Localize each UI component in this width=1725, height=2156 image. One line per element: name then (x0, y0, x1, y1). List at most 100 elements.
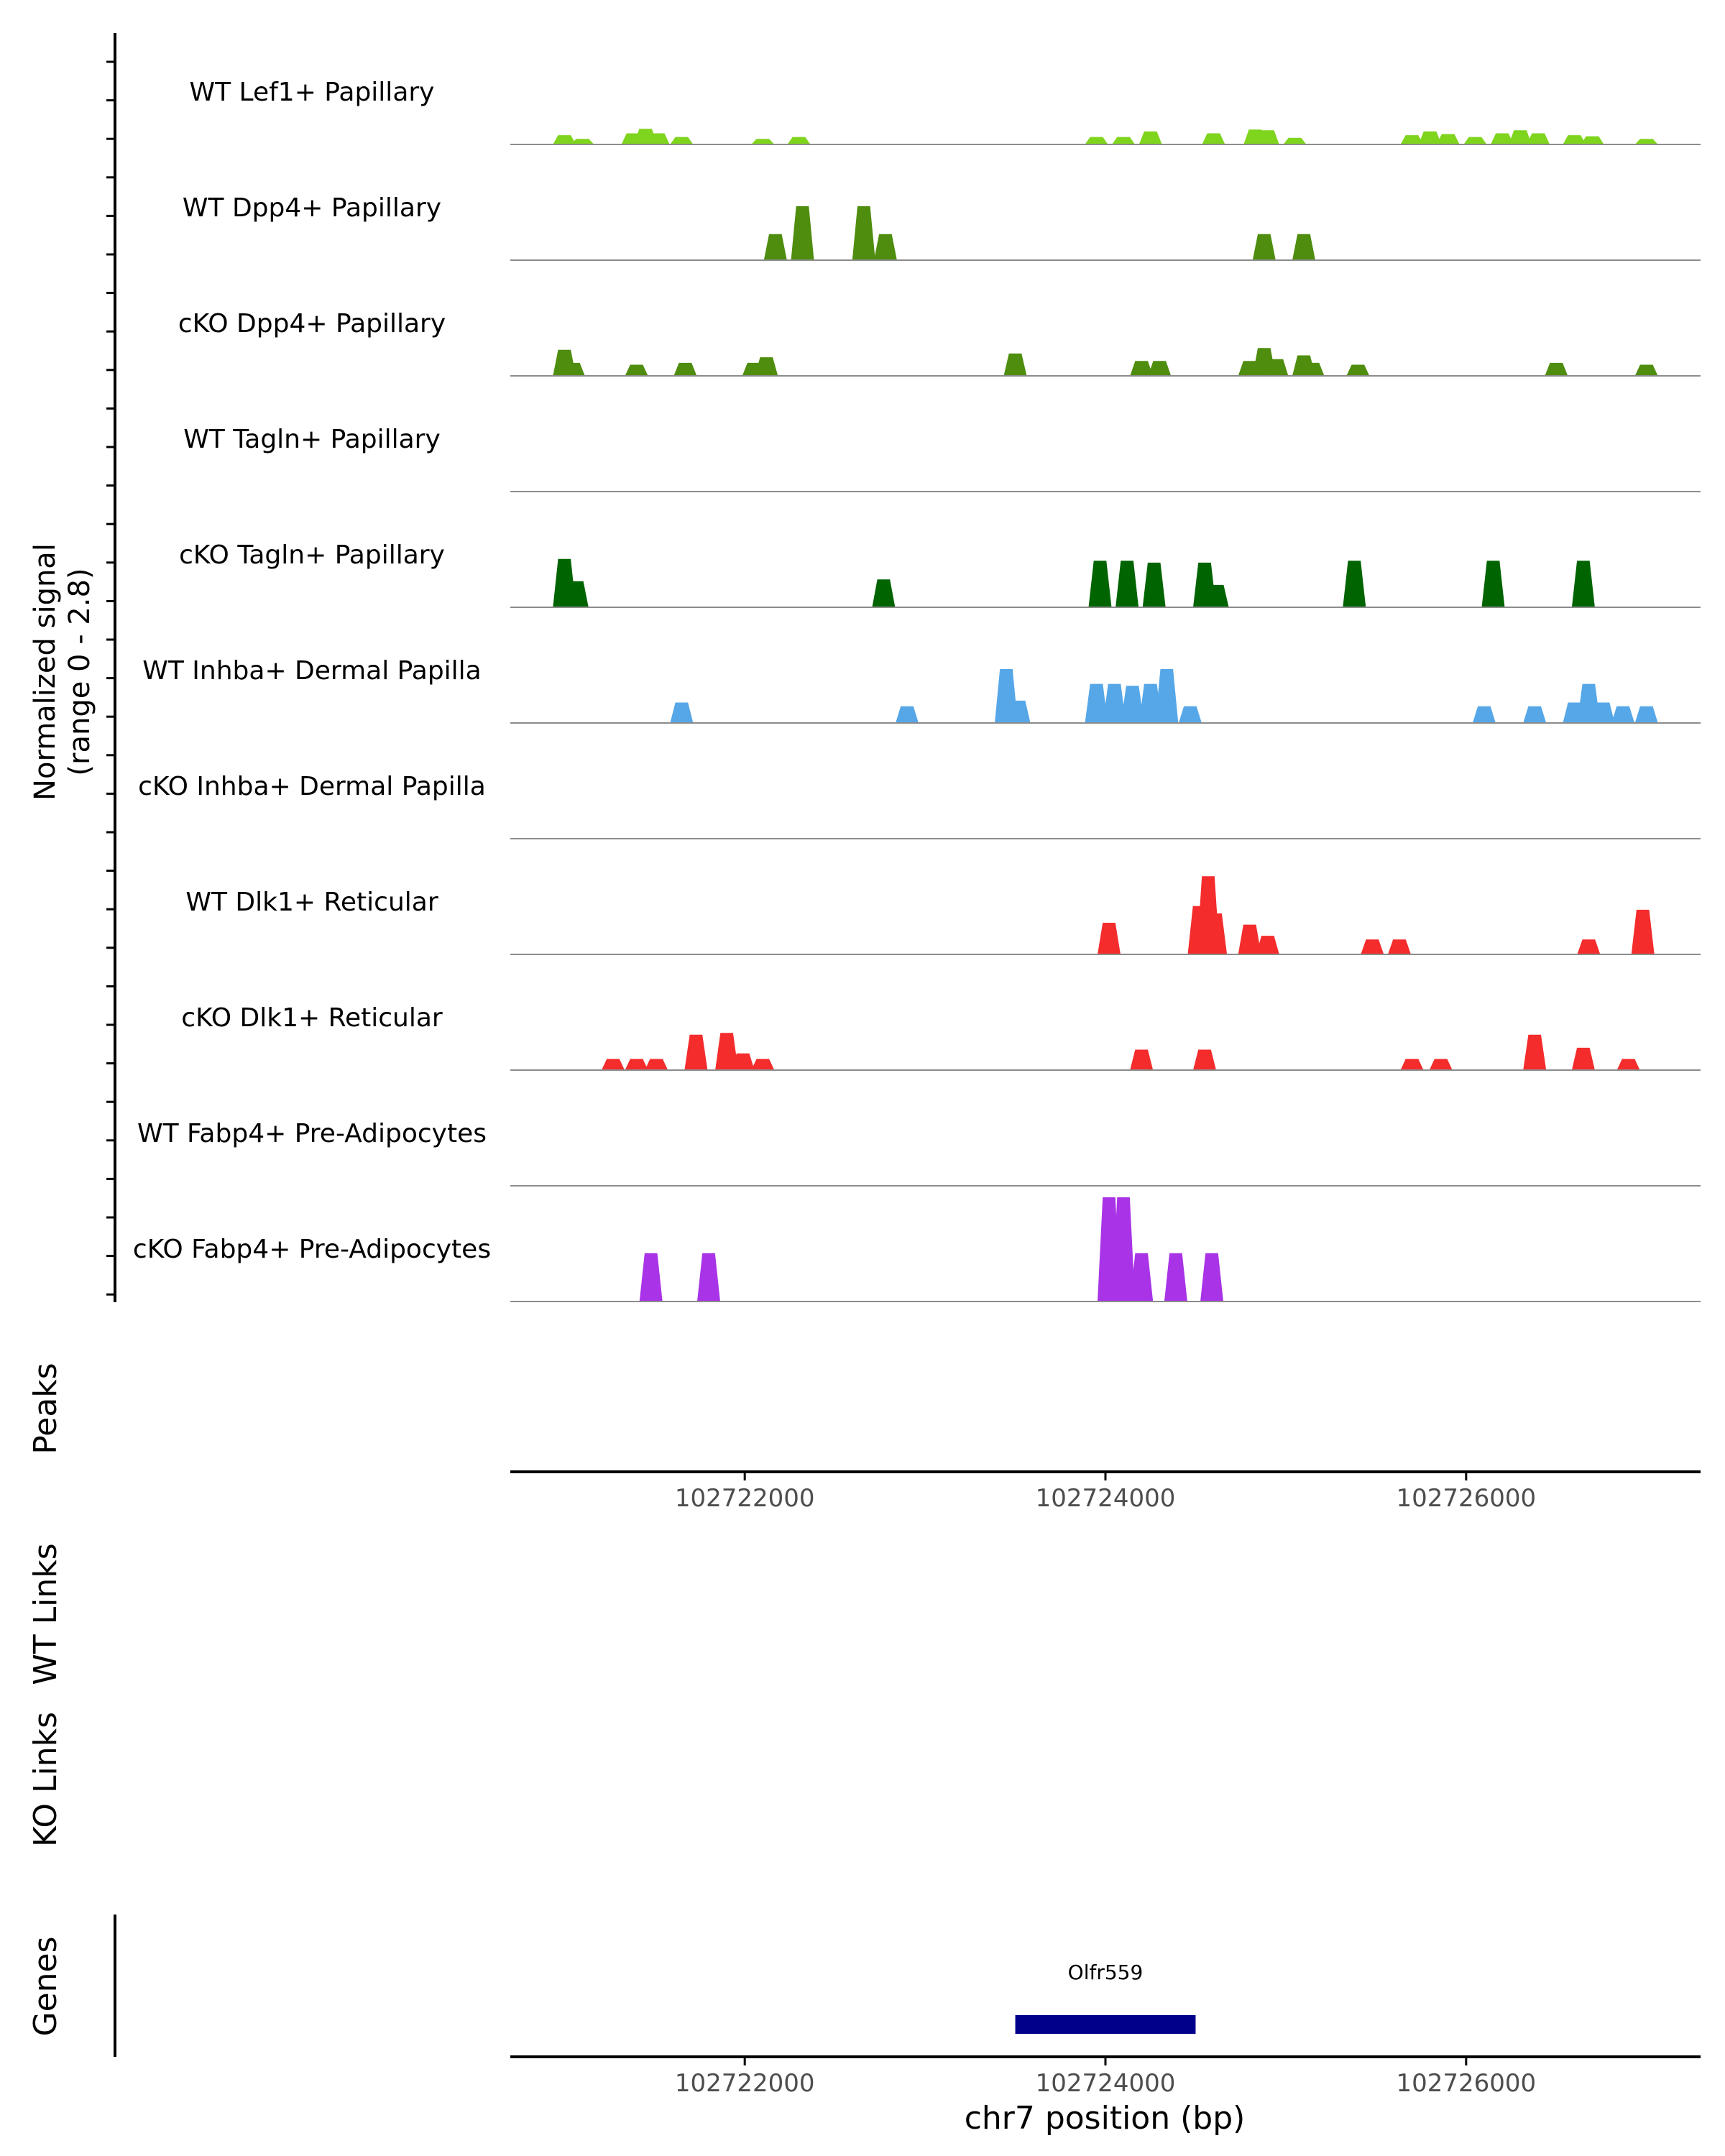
coverage-peak (1581, 136, 1604, 144)
coverage-peak (1252, 234, 1276, 260)
coverage-peak (1202, 133, 1225, 144)
panel-label-peaks: Peaks (27, 1363, 64, 1454)
coverage-peak (1400, 1059, 1424, 1070)
coverage-peak (715, 1033, 739, 1070)
coverage-peak (1481, 561, 1505, 607)
coverage-peak (1007, 700, 1031, 723)
track-label: WT Inhba+ Dermal Papilla (142, 656, 481, 686)
coverage-peak (1200, 1253, 1223, 1302)
coverage-peak (684, 1034, 708, 1070)
coverage-peak (1116, 561, 1139, 607)
coverage-peak (645, 1059, 668, 1070)
coverage-peak (1634, 706, 1658, 723)
coverage-peak (571, 139, 594, 144)
coverage-peak (1283, 137, 1307, 144)
coverage-peak (852, 206, 875, 260)
coverage-peak (1472, 706, 1496, 723)
track-label: WT Dlk1+ Reticular (185, 888, 438, 917)
coverage-peak (787, 137, 811, 144)
x-tick-label: 102722000 (675, 2069, 815, 2098)
y-axis-label: Normalized signal (29, 543, 62, 801)
coverage-peak (1112, 137, 1136, 144)
panel-label-ko-links: KO Links (27, 1712, 64, 1847)
coverage-peak (1130, 1049, 1154, 1070)
coverage-peak (1088, 561, 1112, 607)
panel-label-genes: Genes (27, 1936, 64, 2036)
gene-body (1015, 2015, 1196, 2034)
track-label: WT Dpp4+ Papillary (183, 193, 441, 223)
x-tick-label: 102724000 (1036, 2069, 1176, 2098)
coverage-peak (1256, 936, 1279, 954)
coverage-peak (639, 1253, 663, 1302)
coverage-peak (625, 364, 648, 376)
coverage-peak (1429, 1059, 1453, 1070)
coverage-peak (1130, 361, 1154, 376)
x-tick-label: 102722000 (675, 1484, 815, 1513)
coverage-peak (1265, 359, 1289, 376)
coverage-peak (1577, 939, 1601, 954)
x-ticks-lower: 102722000 102724000 102726000 (675, 2057, 1536, 2098)
coverage-peak (791, 206, 814, 260)
coverage-peak (1527, 133, 1550, 144)
track-label: cKO Dpp4+ Papillary (178, 309, 446, 338)
coverage-peak (1164, 1253, 1187, 1302)
coverage-peak (1343, 561, 1366, 607)
coverage-peak (565, 581, 589, 607)
coverage-peak (1256, 130, 1279, 144)
coverage-peak (1301, 362, 1325, 376)
coverage-peak (1509, 130, 1532, 144)
coverage-peak (602, 1059, 625, 1070)
coverage-peak (873, 234, 897, 260)
coverage-peak (1400, 135, 1424, 144)
coverage-peak (872, 579, 896, 607)
coverage-peak (646, 133, 670, 144)
x-tick-label: 102724000 (1036, 1484, 1176, 1513)
coverage-peak (1491, 133, 1514, 144)
track-label: WT Fabp4+ Pre-Adipocytes (137, 1119, 487, 1148)
coverage-peak (1436, 134, 1460, 144)
coverage-peak (1634, 364, 1658, 376)
coverage-peak (1148, 361, 1172, 376)
coverage-peak (1523, 706, 1547, 723)
coverage-peak (1563, 135, 1586, 144)
gene-label: Olfr559 (1068, 1961, 1144, 1984)
coverage-peak (1545, 362, 1568, 376)
coverage-peak (1121, 686, 1144, 723)
track-areas (553, 129, 1658, 1302)
coverage-peak (1112, 1197, 1136, 1302)
x-ticks-upper: 102722000 102724000 102726000 (675, 1472, 1536, 1513)
track-labels: WT Lef1+ Papillary WT Dpp4+ Papillary cKO … (133, 78, 491, 1264)
coverage-peak (1178, 706, 1202, 723)
x-tick-label: 102726000 (1396, 2069, 1536, 2098)
coverage-peak (1193, 1049, 1216, 1070)
track-label: WT Lef1+ Papillary (190, 78, 435, 107)
coverage-peak (561, 362, 585, 376)
track-baselines (510, 144, 1701, 1302)
track-label: cKO Fabp4+ Pre-Adipocytes (133, 1235, 491, 1264)
coverage-peak (1388, 939, 1411, 954)
coverage-peak (1130, 1253, 1154, 1302)
coverage-peak (751, 1059, 775, 1070)
coverage-peak (697, 1253, 720, 1302)
coverage-peak (1361, 939, 1384, 954)
coverage-peak (1571, 1047, 1595, 1070)
coverage-peak (670, 702, 694, 723)
coverage-peak (625, 1059, 648, 1070)
track-label: WT Tagln+ Papillary (183, 425, 441, 454)
coverage-peak (731, 1053, 755, 1070)
coverage-peak (1103, 683, 1126, 723)
coverage-peak (670, 137, 694, 144)
gene-track: Olfr559 (1015, 1961, 1196, 2034)
track-label: cKO Dlk1+ Reticular (181, 1003, 443, 1033)
coverage-peak (1085, 137, 1108, 144)
coverage-peak (755, 357, 778, 376)
panel-label-wt-links: WT Links (27, 1543, 64, 1685)
coverage-peak (1616, 1059, 1640, 1070)
coverage-peak (1205, 584, 1229, 607)
coverage-peak (1238, 924, 1261, 954)
track-label: cKO Tagln+ Papillary (179, 540, 445, 570)
x-tick-label: 102726000 (1396, 1484, 1536, 1513)
x-axis-label: chr7 position (bp) (965, 2100, 1246, 2137)
coverage-peak (896, 706, 919, 723)
